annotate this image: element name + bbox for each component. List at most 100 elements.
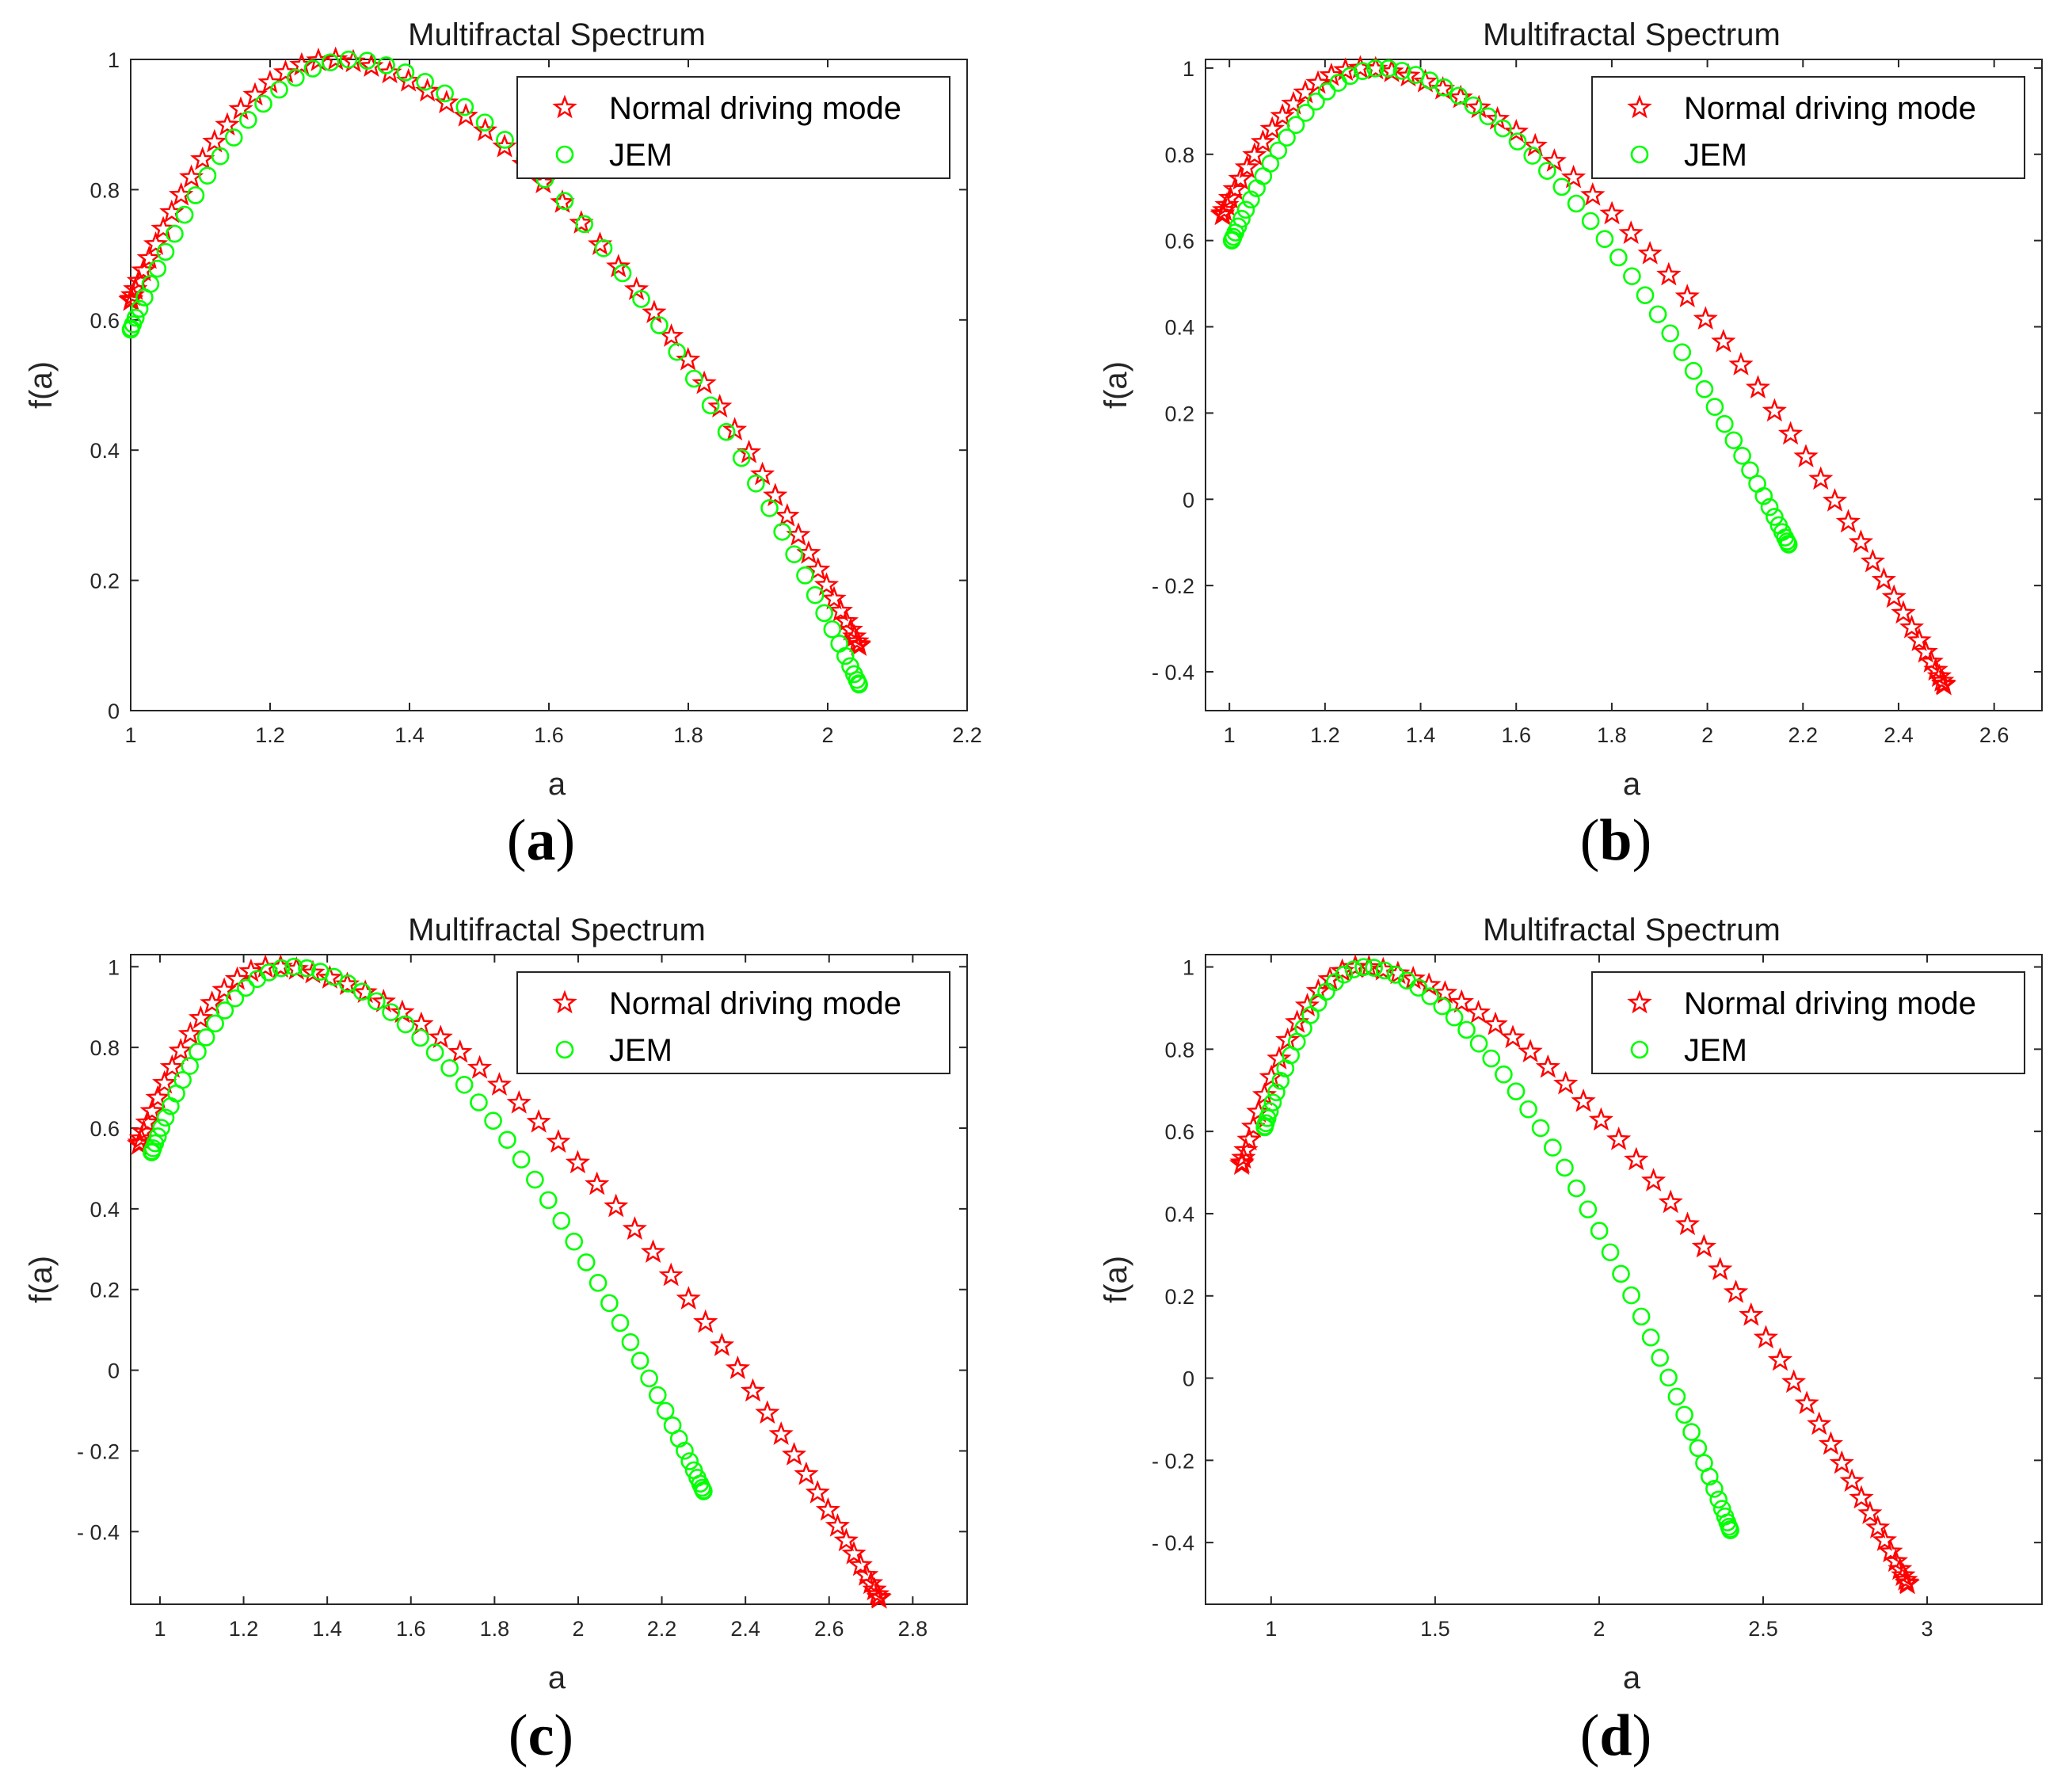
data-point-circle xyxy=(416,72,434,91)
data-point-star xyxy=(1222,176,1248,200)
data-point-star xyxy=(1913,639,1938,663)
data-point-star xyxy=(323,46,349,71)
chart-panel-d: 1 1.5 2 2.5 3 - 0.4 - 0.2 0 0.2 0.4 0.6 0.8 1 Multifr… xyxy=(1099,913,2043,1768)
data-point-star xyxy=(1637,240,1663,265)
data-point-star xyxy=(1808,466,1834,490)
x-tick-label: 1.5 xyxy=(1420,1617,1450,1641)
data-point-star xyxy=(848,1552,873,1577)
panel-label-open: ( xyxy=(1580,808,1600,873)
panel-label-open: ( xyxy=(507,808,527,873)
data-point-star xyxy=(1599,200,1625,225)
series-jem xyxy=(1222,59,1798,554)
data-point-circle xyxy=(175,205,194,224)
data-point-circle xyxy=(148,1127,167,1146)
data-point-star xyxy=(139,1098,165,1123)
data-point-circle xyxy=(656,1401,675,1420)
data-point-star xyxy=(202,128,227,153)
x-tick-label: 1 xyxy=(124,723,136,747)
data-point-circle xyxy=(396,1015,415,1034)
data-point-circle xyxy=(1379,59,1398,78)
y-tick-label: 0.2 xyxy=(90,570,120,593)
data-point-circle xyxy=(1307,92,1325,111)
x-tick-label: 1 xyxy=(154,1617,166,1641)
data-point-circle xyxy=(1581,212,1600,231)
data-point-star xyxy=(143,231,169,255)
y-tick-label: 1 xyxy=(108,955,120,979)
x-tick-label: 1.4 xyxy=(1406,723,1436,747)
data-point-star xyxy=(1571,1088,1596,1112)
data-point-star xyxy=(1878,1538,1903,1563)
data-point-star xyxy=(242,82,268,106)
data-point-circle xyxy=(1232,209,1251,228)
y-tick-label: 1 xyxy=(108,48,120,72)
data-point-star xyxy=(1895,1570,1920,1595)
data-point-star xyxy=(177,1021,203,1045)
data-point-star xyxy=(1465,999,1491,1024)
data-point-star xyxy=(1270,103,1295,128)
data-point-circle xyxy=(1682,1423,1701,1441)
x-tick-label: 2.2 xyxy=(647,1617,677,1641)
panel-label: (b) xyxy=(1580,808,1651,873)
data-point-circle xyxy=(206,1014,224,1033)
data-point-star xyxy=(640,1239,666,1263)
data-point-star xyxy=(190,146,215,170)
data-point-star xyxy=(658,323,684,347)
data-point-circle xyxy=(1590,1222,1609,1240)
data-point-circle xyxy=(1760,498,1779,517)
data-point-star xyxy=(1385,960,1411,985)
data-point-star xyxy=(159,1054,185,1078)
data-point-star xyxy=(846,632,872,657)
data-point-star xyxy=(1500,1024,1526,1049)
x-tick-label: 1 xyxy=(1265,1617,1277,1641)
data-point-star xyxy=(1745,375,1771,398)
data-point-star xyxy=(1860,548,1886,573)
data-point-circle xyxy=(1556,1158,1574,1177)
data-point-star xyxy=(768,1421,794,1445)
data-point-star xyxy=(145,1085,170,1109)
data-point-circle xyxy=(1632,1307,1651,1326)
data-point-star xyxy=(224,966,250,990)
data-point-star xyxy=(1691,1233,1716,1258)
data-point-circle xyxy=(156,242,175,261)
data-point-star xyxy=(1448,84,1473,109)
legend-circle-icon xyxy=(1630,145,1649,164)
x-tick-label: 2 xyxy=(1701,723,1713,747)
data-point-circle xyxy=(382,1003,400,1021)
legend-star-icon xyxy=(1627,989,1652,1014)
data-point-circle xyxy=(215,1001,234,1020)
data-point-circle xyxy=(1260,1102,1279,1120)
x-axis-label: a xyxy=(548,767,566,802)
y-tick-label: 0 xyxy=(1183,1367,1194,1391)
data-point-circle xyxy=(1684,361,1703,380)
data-point-circle xyxy=(1341,67,1359,86)
data-point-star xyxy=(806,557,831,581)
data-point-star xyxy=(1849,1485,1874,1509)
data-point-star xyxy=(1246,1099,1271,1123)
x-tick-label: 1 xyxy=(1224,723,1236,747)
data-point-circle xyxy=(1409,978,1428,997)
data-point-circle xyxy=(1609,248,1628,267)
y-axis-label: f(a) xyxy=(24,361,59,409)
x-tick-label: 2 xyxy=(821,723,833,747)
legend-label-normal: Normal driving mode xyxy=(609,91,901,126)
data-point-star xyxy=(1923,657,1948,681)
data-point-circle xyxy=(701,396,720,415)
data-point-star xyxy=(841,1540,867,1565)
data-point-circle xyxy=(1673,343,1692,361)
data-point-star xyxy=(1794,1390,1819,1415)
data-point-star xyxy=(604,1193,629,1218)
data-point-circle xyxy=(676,1441,694,1460)
data-point-star xyxy=(1693,306,1718,330)
y-tick-label: 0.8 xyxy=(90,1036,120,1060)
data-point-circle xyxy=(1701,1467,1719,1486)
data-point-circle xyxy=(498,1130,516,1150)
y-tick-label: 0 xyxy=(108,700,120,723)
data-point-star xyxy=(1518,1039,1543,1063)
x-tick-label: 2.4 xyxy=(730,1617,760,1641)
legend: Normal driving mode JEM xyxy=(516,971,950,1074)
data-point-star xyxy=(606,254,631,278)
data-point-star xyxy=(1907,627,1932,651)
data-point-circle xyxy=(1445,1008,1464,1027)
data-point-circle xyxy=(632,290,650,308)
data-point-star xyxy=(1656,261,1682,286)
